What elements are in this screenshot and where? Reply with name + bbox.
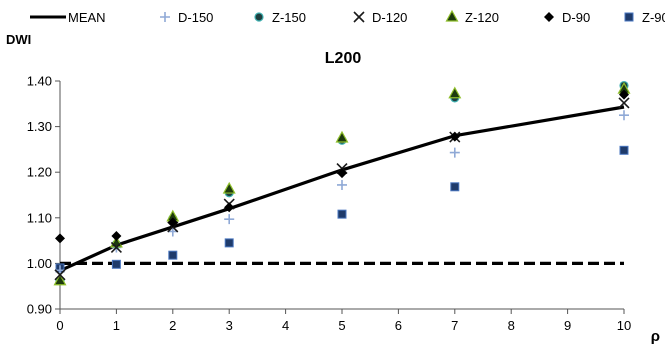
data-point	[337, 168, 347, 179]
series-z-90	[55, 145, 629, 273]
data-point	[335, 130, 349, 143]
data-point	[167, 226, 178, 237]
series-d-90	[55, 89, 629, 244]
x-tick-label: 3	[226, 318, 233, 333]
legend-marker	[254, 12, 264, 22]
data-point	[618, 97, 630, 109]
data-point	[111, 231, 122, 242]
legend-item: Z-150	[254, 10, 306, 25]
legend-label: D-150	[178, 10, 213, 25]
legend-marker	[445, 9, 459, 22]
legend-item: Z-90	[624, 10, 665, 25]
legend-label: Z-90	[642, 10, 665, 25]
data-point	[449, 147, 460, 158]
data-point	[224, 214, 235, 225]
legend-item: Z-120	[445, 9, 499, 25]
legend-label: D-90	[562, 10, 590, 25]
legend-label: MEAN	[68, 10, 106, 25]
legend-label: D-120	[372, 10, 407, 25]
x-axis-label: ρ	[651, 328, 660, 344]
data-point	[111, 259, 121, 269]
x-tick-label: 1	[113, 318, 120, 333]
legend-marker	[353, 11, 365, 23]
x-tick-label: 7	[451, 318, 458, 333]
data-point	[619, 110, 629, 121]
y-tick-label: 0.90	[27, 302, 52, 317]
data-point	[55, 233, 65, 244]
data-point	[224, 202, 235, 213]
x-tick-label: 9	[564, 318, 571, 333]
chart-title: L200	[325, 50, 362, 67]
data-point	[449, 131, 460, 142]
legend-item: D-150	[160, 10, 213, 25]
legend-label: Z-120	[465, 10, 499, 25]
legend-item: MEAN	[30, 10, 106, 25]
data-point	[53, 273, 67, 286]
data-point	[448, 86, 462, 99]
legend-marker	[624, 12, 634, 22]
x-tick-label: 2	[169, 318, 176, 333]
axes: 0.90 1.00 1.10 1.20 1.30 1.40 0 1 2 3 4 5 6 7 8 9 10	[27, 74, 632, 334]
y-axis-label: DWI	[6, 32, 31, 47]
data-point	[110, 241, 122, 254]
data-point	[337, 179, 347, 190]
legend-item: D-90	[544, 10, 590, 25]
x-tick-label: 8	[508, 318, 515, 333]
data-point	[619, 89, 629, 100]
series-layer	[53, 80, 631, 286]
data-point	[54, 269, 66, 281]
y-tick-label: 1.10	[27, 210, 52, 225]
y-tick-label: 1.40	[27, 74, 52, 89]
y-tick-label: 1.20	[27, 165, 52, 180]
data-point	[224, 238, 234, 248]
y-tick-label: 1.30	[27, 119, 52, 134]
x-tick-label: 0	[56, 318, 63, 333]
data-point	[168, 250, 178, 260]
legend-marker	[544, 12, 554, 22]
legend: MEAN D-150 Z-150 D-120 Z-120 D-90 Z-90	[30, 9, 665, 25]
x-tick-label: 10	[617, 318, 631, 333]
legend-item: D-120	[353, 10, 407, 25]
x-tick-label: 5	[338, 318, 345, 333]
data-point	[450, 182, 460, 192]
x-tick-label: 4	[282, 318, 289, 333]
data-point	[619, 145, 629, 155]
data-point	[222, 181, 236, 194]
legend-marker	[160, 12, 170, 22]
legend-label: Z-150	[272, 10, 306, 25]
data-point	[337, 209, 347, 219]
data-point	[167, 217, 178, 228]
x-tick-label: 6	[395, 318, 402, 333]
y-tick-label: 1.00	[27, 256, 52, 271]
